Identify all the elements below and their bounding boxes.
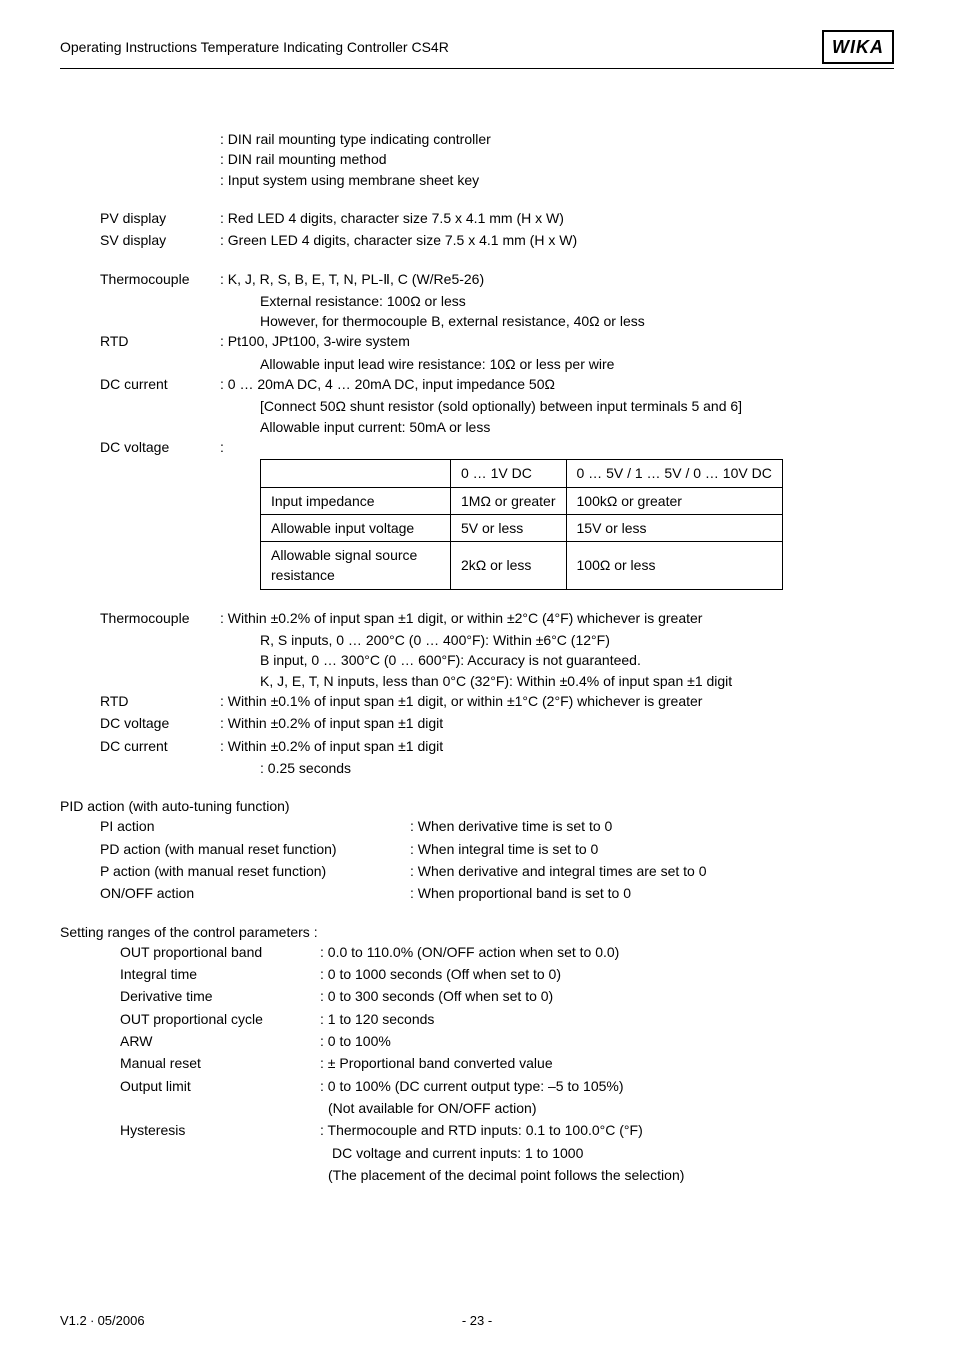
- accuracy-dcv-label: DC voltage: [100, 713, 220, 733]
- wika-logo: WIKA: [822, 30, 894, 64]
- output-limit-value: : 0 to 100% (DC current output type: –5 …: [320, 1076, 624, 1096]
- integral-time-value: : 0 to 1000 seconds (Off when set to 0): [320, 964, 561, 984]
- sv-display-value: : Green LED 4 digits, character size 7.5…: [220, 230, 894, 250]
- onoff-action-value: : When proportional band is set to 0: [410, 883, 631, 903]
- table-cell: 100Ω or less: [566, 542, 782, 590]
- rtd-label: RTD: [100, 331, 220, 351]
- out-prop-cycle-label: OUT proportional cycle: [120, 1009, 320, 1029]
- pv-display-value: : Red LED 4 digits, character size 7.5 x…: [220, 208, 894, 228]
- out-prop-cycle-value: : 1 to 120 seconds: [320, 1009, 434, 1029]
- dc-voltage-label: DC voltage: [100, 437, 220, 457]
- arw-label: ARW: [120, 1031, 320, 1051]
- derivative-time-value: : 0 to 300 seconds (Off when set to 0): [320, 986, 553, 1006]
- thermocouple-value: : K, J, R, S, B, E, T, N, PL-Ⅱ, C (W/Re5…: [220, 269, 894, 289]
- pid-heading: PID action (with auto-tuning function): [60, 796, 894, 816]
- thermocouple-value: However, for thermocouple B, external re…: [100, 311, 894, 331]
- pd-action-label: PD action (with manual reset function): [100, 839, 410, 859]
- hysteresis-label: Hysteresis: [120, 1120, 320, 1140]
- table-cell: 2kΩ or less: [451, 542, 567, 590]
- accuracy-tc-value: K, J, E, T, N inputs, less than 0°C (32°…: [100, 671, 894, 691]
- table-cell: 0 … 5V / 1 … 5V / 0 … 10V DC: [566, 460, 782, 487]
- dc-current-value: [Connect 50Ω shunt resistor (sold option…: [100, 396, 894, 416]
- dc-current-label: DC current: [100, 374, 220, 394]
- pi-action-label: PI action: [100, 816, 410, 836]
- out-prop-band-label: OUT proportional band: [120, 942, 320, 962]
- p-action-value: : When derivative and integral times are…: [410, 861, 706, 881]
- table-cell: Input impedance: [261, 487, 451, 514]
- table-cell: 100kΩ or greater: [566, 487, 782, 514]
- table-cell: 1MΩ or greater: [451, 487, 567, 514]
- footer-version: V1.2 ∙ 05/2006: [60, 1312, 145, 1331]
- table-cell: 0 … 1V DC: [451, 460, 567, 487]
- table-cell: [261, 460, 451, 487]
- rtd-value: : Pt100, JPt100, 3-wire system: [220, 331, 894, 351]
- dc-current-value: : 0 … 20mA DC, 4 … 20mA DC, input impeda…: [220, 374, 894, 394]
- dc-current-value: Allowable input current: 50mA or less: [100, 417, 894, 437]
- table-cell: 15V or less: [566, 514, 782, 541]
- accuracy-dcc-value: : Within ±0.2% of input span ±1 digit: [220, 736, 894, 756]
- header-title: Operating Instructions Temperature Indic…: [60, 37, 449, 57]
- accuracy-rtd-label: RTD: [100, 691, 220, 711]
- accuracy-dcv-value: : Within ±0.2% of input span ±1 digit: [220, 713, 894, 733]
- accuracy-tc-value: B input, 0 … 300°C (0 … 600°F): Accuracy…: [100, 650, 894, 670]
- sv-display-label: SV display: [100, 230, 220, 250]
- hysteresis-value: (The placement of the decimal point foll…: [320, 1165, 684, 1185]
- table-row: Input impedance 1MΩ or greater 100kΩ or …: [261, 487, 783, 514]
- thermocouple-label: Thermocouple: [100, 269, 220, 289]
- mounting-line: : Input system using membrane sheet key: [60, 170, 894, 190]
- accuracy-dcc-label: DC current: [100, 736, 220, 756]
- accuracy-tc-label: Thermocouple: [100, 608, 220, 628]
- mounting-line: : DIN rail mounting type indicating cont…: [60, 129, 894, 149]
- settings-heading: Setting ranges of the control parameters…: [60, 922, 894, 942]
- table-cell: 5V or less: [451, 514, 567, 541]
- sample-time: : 0.25 seconds: [100, 758, 894, 778]
- page-footer: V1.2 ∙ 05/2006 - 23 -: [60, 1312, 894, 1331]
- mounting-line: : DIN rail mounting method: [60, 149, 894, 169]
- onoff-action-label: ON/OFF action: [100, 883, 410, 903]
- pi-action-value: : When derivative time is set to 0: [410, 816, 612, 836]
- rtd-value: Allowable input lead wire resistance: 10…: [100, 354, 894, 374]
- manual-reset-label: Manual reset: [120, 1053, 320, 1073]
- table-row: Allowable signal source resistance 2kΩ o…: [261, 542, 783, 590]
- pv-display-label: PV display: [100, 208, 220, 228]
- arw-value: : 0 to 100%: [320, 1031, 391, 1051]
- accuracy-tc-value: R, S inputs, 0 … 200°C (0 … 400°F): With…: [100, 630, 894, 650]
- table-cell: Allowable signal source resistance: [261, 542, 451, 590]
- p-action-label: P action (with manual reset function): [100, 861, 410, 881]
- derivative-time-label: Derivative time: [120, 986, 320, 1006]
- dc-voltage-colon: :: [220, 437, 894, 457]
- output-limit-label: Output limit: [120, 1076, 320, 1096]
- out-prop-band-value: : 0.0 to 110.0% (ON/OFF action when set …: [320, 942, 619, 962]
- table-row: Allowable input voltage 5V or less 15V o…: [261, 514, 783, 541]
- page-header: Operating Instructions Temperature Indic…: [60, 30, 894, 69]
- table-row: 0 … 1V DC 0 … 5V / 1 … 5V / 0 … 10V DC: [261, 460, 783, 487]
- hysteresis-value: DC voltage and current inputs: 1 to 1000: [320, 1143, 583, 1163]
- accuracy-tc-value: : Within ±0.2% of input span ±1 digit, o…: [220, 608, 894, 628]
- manual-reset-value: : ± Proportional band converted value: [320, 1053, 553, 1073]
- integral-time-label: Integral time: [120, 964, 320, 984]
- footer-page-number: - 23 -: [462, 1312, 492, 1331]
- table-cell: Allowable input voltage: [261, 514, 451, 541]
- output-limit-value: (Not available for ON/OFF action): [320, 1098, 537, 1118]
- accuracy-rtd-value: : Within ±0.1% of input span ±1 digit, o…: [220, 691, 894, 711]
- dc-voltage-table: 0 … 1V DC 0 … 5V / 1 … 5V / 0 … 10V DC I…: [260, 459, 783, 589]
- hysteresis-value: : Thermocouple and RTD inputs: 0.1 to 10…: [320, 1120, 643, 1140]
- thermocouple-value: External resistance: 100Ω or less: [100, 291, 894, 311]
- pd-action-value: : When integral time is set to 0: [410, 839, 598, 859]
